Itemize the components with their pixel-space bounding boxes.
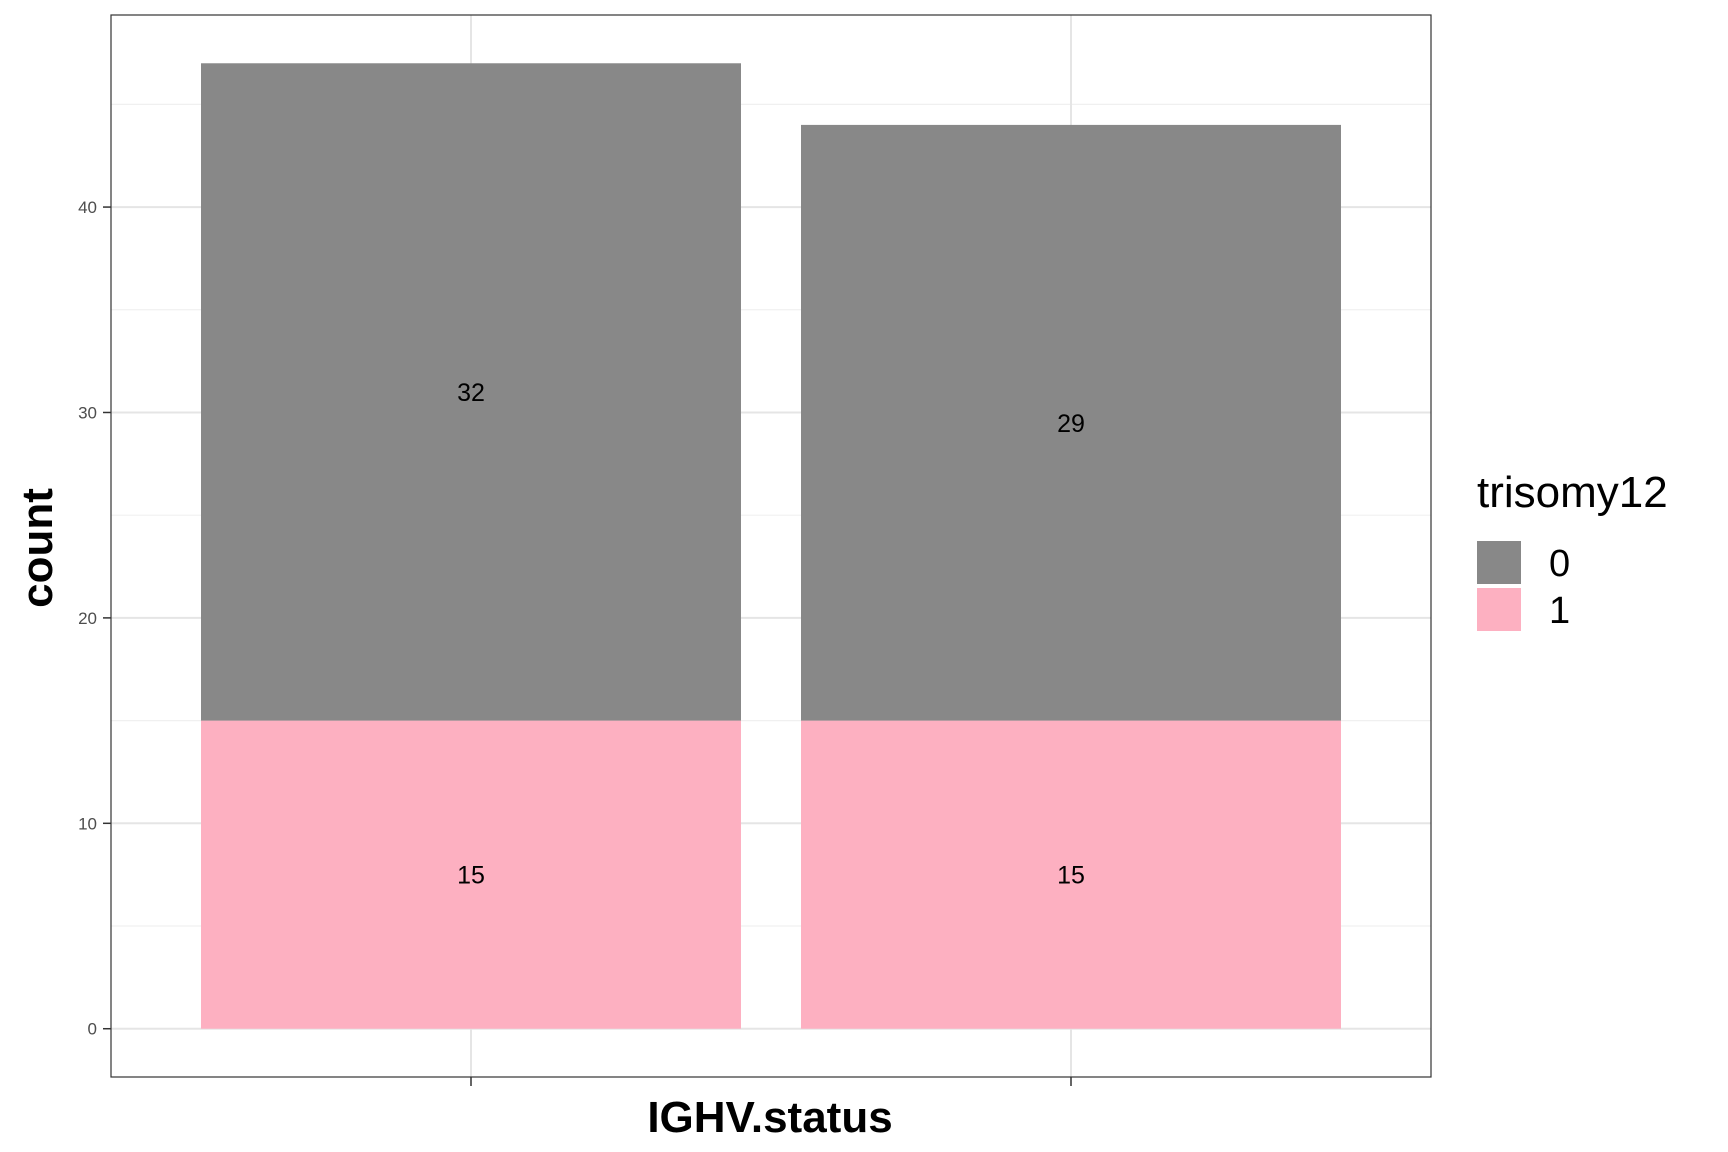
bar-segment-trisomy12-0 <box>801 124 1341 721</box>
y-axis-title: count <box>13 488 62 608</box>
y-axis: 0 10 20 30 40 <box>78 198 111 1039</box>
bar-label: 32 <box>457 379 485 407</box>
x-axis-title: IGHV.status <box>647 1093 892 1142</box>
y-tick-label: 40 <box>78 198 97 217</box>
bar-segment-trisomy12-1 <box>201 720 741 1029</box>
legend-label: 1 <box>1549 590 1570 632</box>
panel-border <box>110 14 1432 1078</box>
y-tick-label: 20 <box>78 609 97 628</box>
legend-key-0 <box>1477 541 1521 584</box>
legend: trisomy12 0 1 <box>1477 468 1668 632</box>
bar-labels: 15 32 15 29 <box>457 379 1085 890</box>
bar-segment-trisomy12-0 <box>201 63 741 721</box>
x-axis <box>470 1077 1072 1086</box>
legend-label: 0 <box>1549 543 1570 585</box>
bars <box>201 63 1341 1029</box>
bar-label: 15 <box>1057 862 1085 890</box>
legend-title: trisomy12 <box>1477 468 1668 517</box>
y-tick-label: 30 <box>78 403 97 422</box>
y-tick-label: 10 <box>78 814 97 833</box>
bar-label: 15 <box>457 862 485 890</box>
bar-segment-trisomy12-1 <box>801 720 1341 1029</box>
bar-label: 29 <box>1057 410 1085 438</box>
legend-key-1 <box>1477 588 1521 631</box>
y-tick-label: 0 <box>88 1020 97 1039</box>
